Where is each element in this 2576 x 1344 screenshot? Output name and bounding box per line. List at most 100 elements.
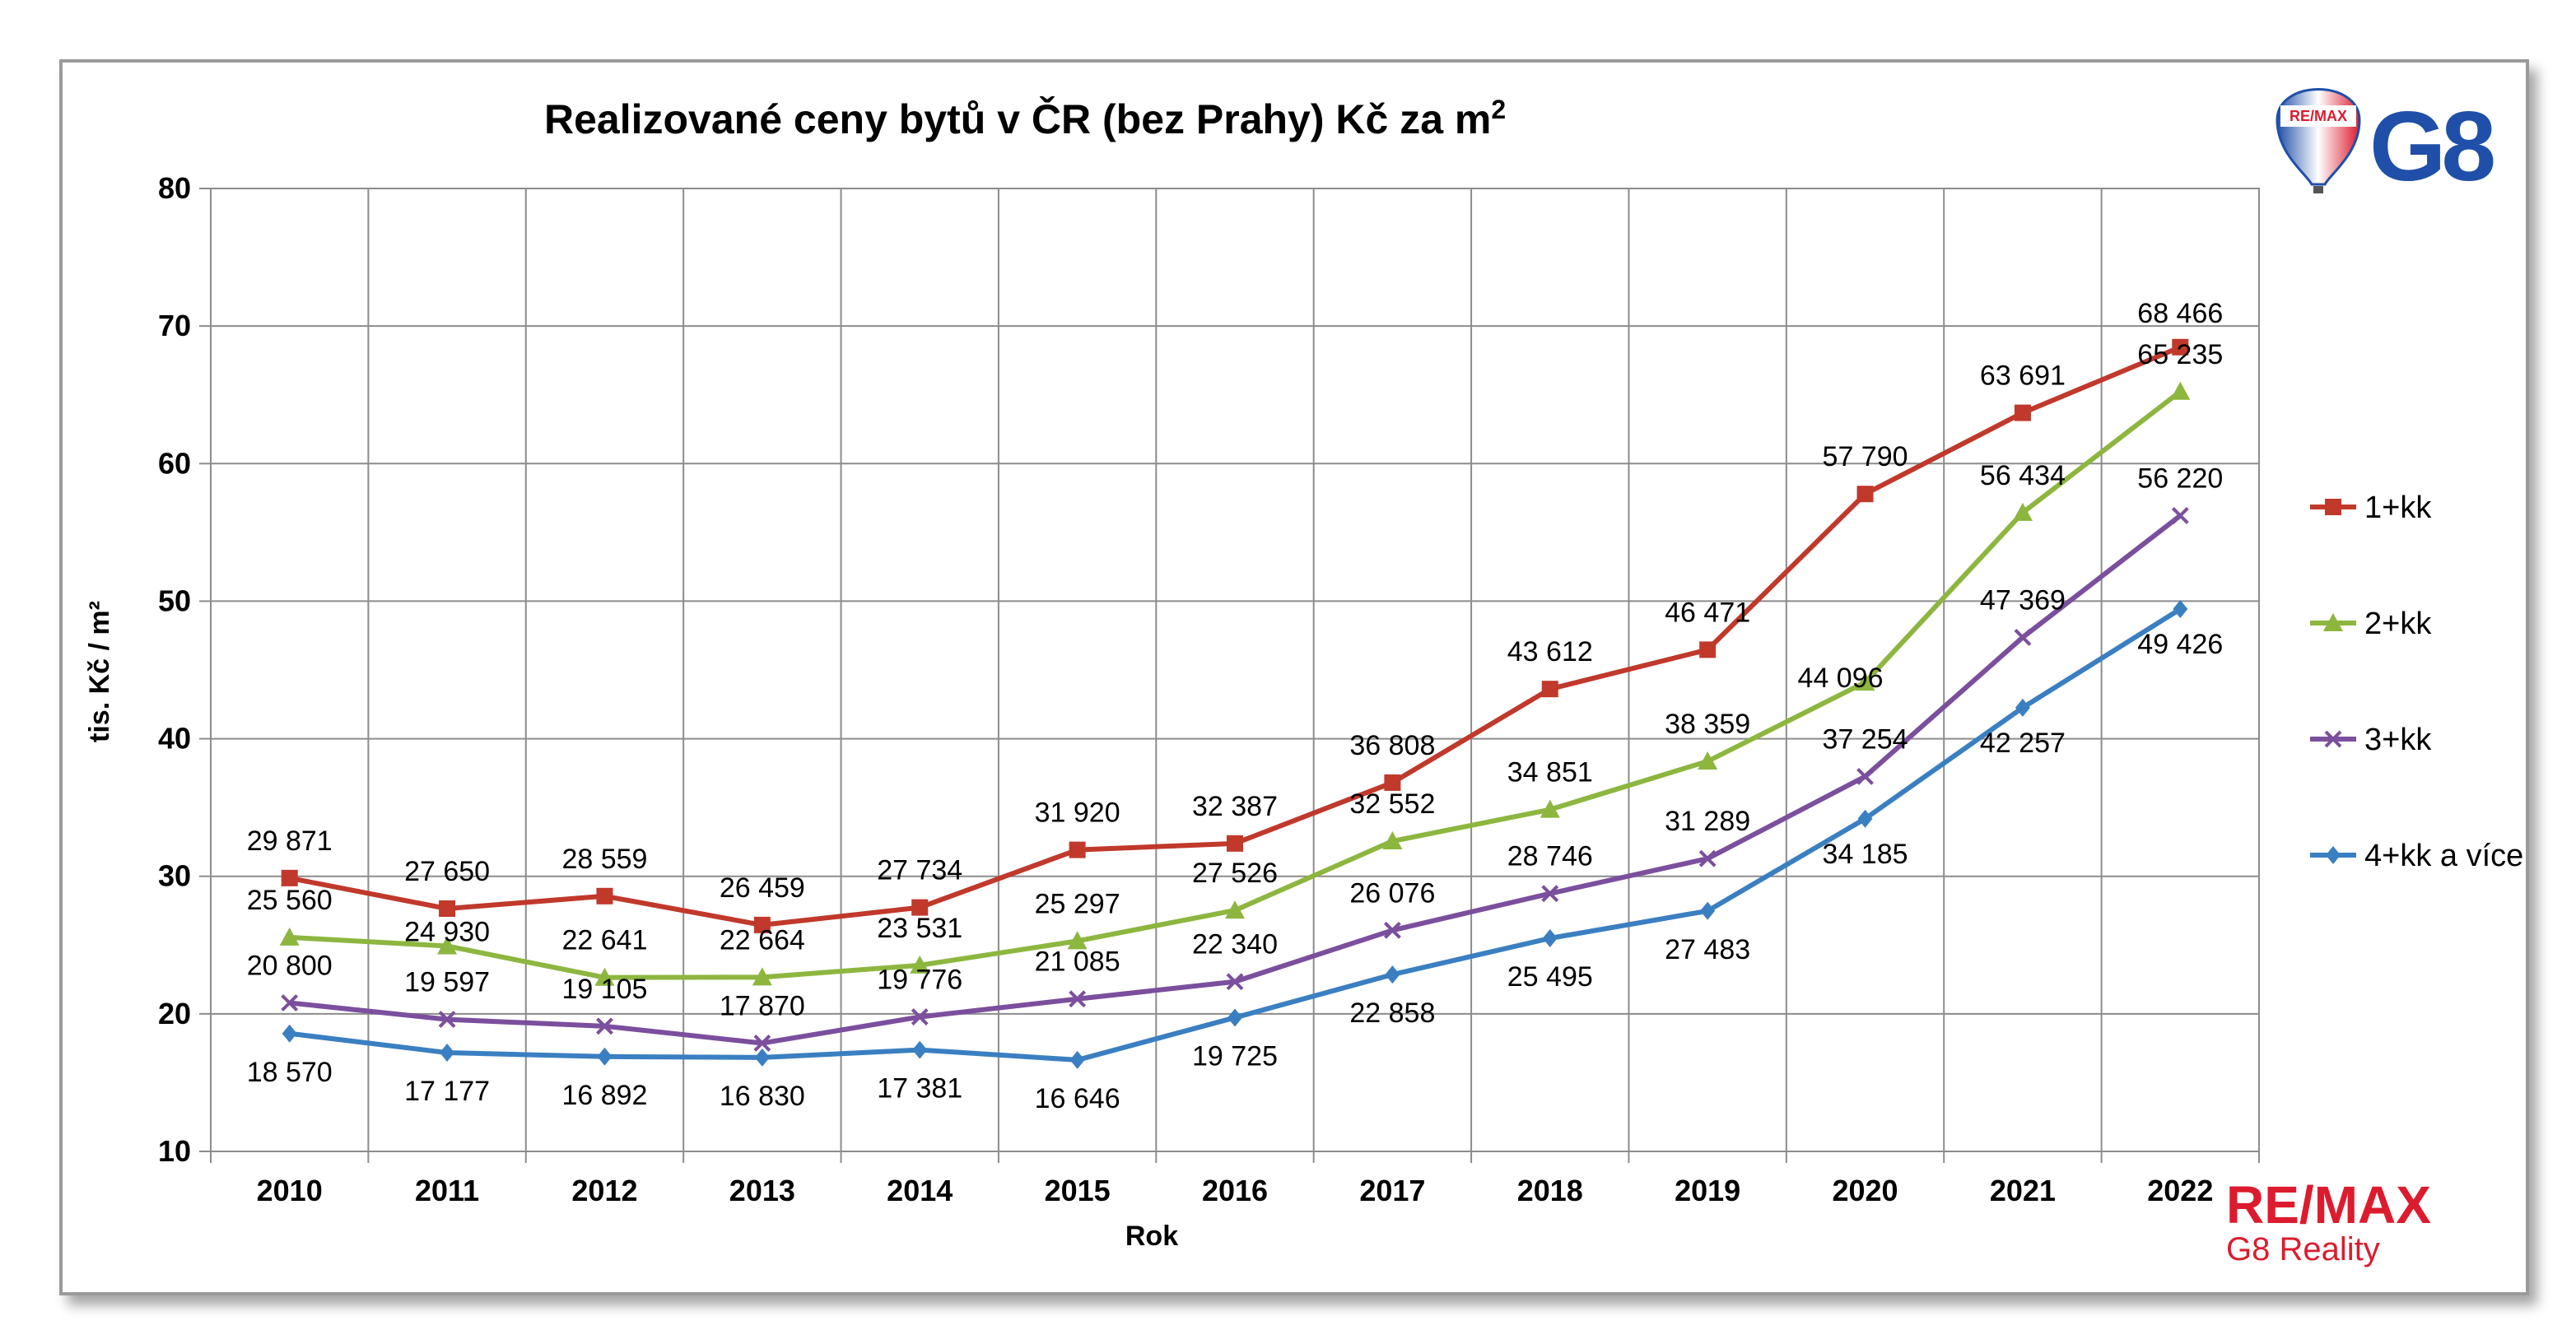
chart-title-superscript: 2 (1491, 95, 1506, 124)
data-point (753, 1035, 771, 1052)
data-label: 19 725 (1192, 1040, 1278, 1072)
legend-marker (2326, 846, 2341, 864)
data-label: 27 650 (404, 856, 490, 887)
data-label: 29 871 (247, 825, 333, 857)
data-label: 19 105 (561, 974, 647, 1005)
y-tick-label: 40 (158, 722, 191, 756)
chart-frame: Realizované ceny bytů v ČR (bez Prahy) K… (59, 59, 2529, 1295)
data-label: 23 531 (877, 913, 962, 944)
x-tick-label: 2018 (1517, 1174, 1583, 1207)
legend-marker (2323, 613, 2343, 631)
legend-label: 3+kk (2364, 723, 2432, 757)
data-point (1385, 965, 1400, 984)
data-point (1069, 1050, 1085, 1069)
y-tick-label: 60 (158, 446, 191, 480)
data-label: 16 892 (561, 1080, 647, 1111)
g8-logo-text: G8 (2369, 91, 2494, 202)
data-point (597, 1047, 613, 1066)
data-point (437, 936, 458, 955)
data-point (596, 887, 613, 905)
data-label: 26 076 (1349, 877, 1435, 909)
data-point (1698, 849, 1717, 867)
data-point (1069, 990, 1087, 1008)
x-tick-label: 2014 (887, 1174, 953, 1207)
data-label: 22 340 (1192, 929, 1278, 960)
data-point (1856, 768, 1874, 785)
data-point (1698, 751, 1718, 770)
data-point (440, 1044, 455, 1063)
data-label: 57 790 (1823, 441, 1908, 472)
x-tick-label: 2013 (729, 1174, 795, 1207)
data-label: 16 830 (720, 1081, 805, 1112)
balloon-basket (2313, 186, 2323, 193)
data-point (1542, 929, 1558, 948)
data-label: 26 459 (720, 872, 805, 904)
data-point (282, 1024, 297, 1043)
y-tick-label: 10 (158, 1134, 191, 1168)
data-labels: 29 871 27 650 28 559 26 459 27 734 31 920 32 3… (247, 298, 2224, 1114)
data-point (754, 1048, 770, 1067)
data-point (594, 967, 615, 986)
data-point (1226, 973, 1244, 991)
data-point (596, 1017, 613, 1035)
data-label: 37 254 (1823, 723, 1908, 755)
data-label: 47 369 (1980, 584, 2066, 616)
data-point (2171, 507, 2189, 524)
data-label: 21 085 (1035, 946, 1120, 978)
data-point (1857, 809, 1873, 828)
balloon-label: RE/MAX (2290, 108, 2347, 124)
x-tick-label: 2012 (571, 1174, 637, 1207)
y-tick-label: 70 (158, 309, 191, 342)
data-label: 28 746 (1507, 841, 1593, 872)
data-point (1383, 921, 1401, 939)
legend-marker (2325, 499, 2341, 515)
data-label: 44 096 (1798, 663, 1884, 694)
data-label: 22 641 (561, 925, 647, 956)
data-point (1541, 681, 1558, 698)
data-label: 18 570 (247, 1057, 333, 1088)
data-point (281, 994, 299, 1011)
x-axis-title: Rok (1125, 1221, 1178, 1252)
balloon-band (2280, 105, 2356, 127)
plot-background (210, 188, 2260, 1152)
data-label: 17 870 (720, 990, 805, 1021)
data-point (753, 916, 771, 933)
legend-label: 4+kk a více (2364, 839, 2523, 873)
data-label: 32 387 (1192, 791, 1278, 822)
legend-label: 2+kk (2364, 607, 2432, 641)
data-label: 17 381 (877, 1073, 962, 1104)
data-point (1700, 901, 1716, 920)
x-tick-label: 2020 (1832, 1174, 1898, 1207)
chart-title-main: Realizované ceny bytů v ČR (bez Prahy) K… (544, 95, 1491, 142)
data-point (1227, 835, 1243, 852)
data-point (911, 899, 929, 916)
data-point (438, 1011, 456, 1029)
data-point (2014, 404, 2031, 421)
data-label: 34 185 (1823, 839, 1908, 870)
data-label: 56 434 (1980, 460, 2066, 491)
series-markers (279, 338, 2191, 1069)
y-axis-ticks: 10 20 30 40 50 60 70 80 (158, 171, 191, 1168)
grid-vertical (210, 188, 2260, 1163)
data-point (2015, 698, 2030, 717)
data-point (2173, 600, 2188, 619)
data-point (2170, 381, 2191, 400)
data-label: 25 495 (1507, 961, 1593, 993)
remax-balloon-logo: RE/MAX (2276, 88, 2361, 193)
data-point (1069, 841, 1086, 858)
data-point (1855, 672, 1875, 691)
x-tick-label: 2021 (1990, 1174, 2056, 1207)
data-label: 19 597 (404, 967, 490, 998)
data-label: 16 646 (1035, 1083, 1120, 1114)
y-axis-title: tis. Kč / m² (84, 601, 115, 742)
data-label: 27 483 (1665, 934, 1750, 965)
legend: 1+kk 2+kk 3+kk 4+kk a více (2310, 491, 2523, 873)
data-point (1541, 885, 1559, 903)
data-label: 22 664 (720, 924, 805, 956)
data-label: 43 612 (1507, 636, 1593, 667)
data-label: 27 734 (877, 855, 962, 886)
data-label: 25 297 (1035, 888, 1120, 919)
data-point (1384, 774, 1401, 791)
x-axis-ticks: 2010 2011 2012 2013 2014 2015 2016 2017 2018 2019… (257, 1174, 2214, 1207)
data-point (439, 900, 456, 917)
